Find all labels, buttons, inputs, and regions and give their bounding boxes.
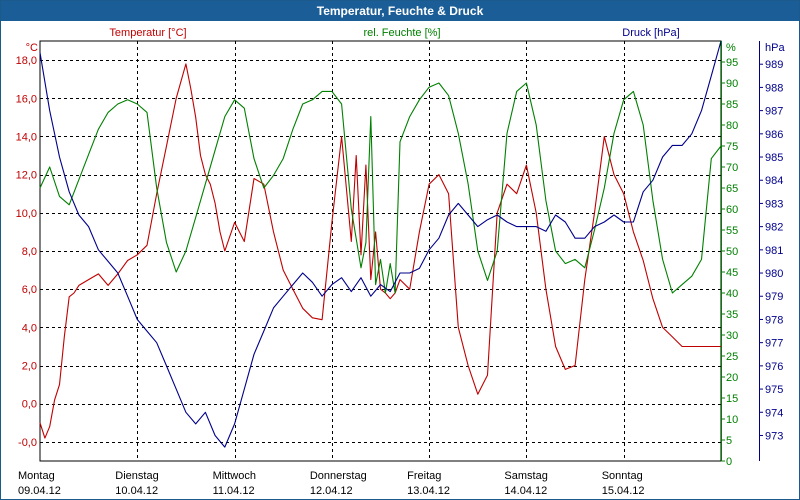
pressure-tick-label: 975 bbox=[765, 384, 783, 396]
pressure-tick-label: 986 bbox=[765, 129, 783, 141]
humidity-tick-label: 85 bbox=[726, 99, 738, 111]
humidity-tick-label: 10 bbox=[726, 414, 738, 426]
x-tick-date: 14.04.12 bbox=[504, 485, 547, 497]
humidity-tick-label: 60 bbox=[726, 204, 738, 216]
x-tick-date: 09.04.12 bbox=[18, 485, 61, 497]
temp-tick-label: 6,0 bbox=[22, 284, 37, 296]
temp-tick-label: 16,0 bbox=[16, 93, 37, 105]
humidity-tick-label: 5 bbox=[726, 435, 732, 447]
humidity-tick-label: 30 bbox=[726, 330, 738, 342]
pressure-tick-label: 979 bbox=[765, 291, 783, 303]
pressure-unit-label: hPa bbox=[765, 42, 785, 54]
humidity-tick-label: 20 bbox=[726, 372, 738, 384]
temp-tick-label: 4,0 bbox=[22, 322, 37, 334]
pressure-tick-label: 978 bbox=[765, 314, 783, 326]
humidity-tick-label: 35 bbox=[726, 309, 738, 321]
x-tick-date: 11.04.12 bbox=[213, 485, 255, 497]
x-tick-date: 15.04.12 bbox=[602, 485, 645, 497]
series-line-humidity bbox=[39, 82, 722, 294]
temp-tick-label: 12,0 bbox=[16, 170, 37, 182]
pressure-tick-label: 973 bbox=[765, 430, 783, 442]
temp-tick-label: 0,0 bbox=[22, 399, 37, 411]
temp-tick-label: 10,0 bbox=[16, 208, 37, 220]
temp-tick-label: -0,0 bbox=[18, 437, 37, 449]
x-tick-day: Samstag bbox=[504, 470, 547, 482]
pressure-tick-label: 988 bbox=[765, 82, 783, 94]
temp-tick-label: 18,0 bbox=[16, 55, 37, 67]
humidity-tick-label: 15 bbox=[726, 393, 738, 405]
pressure-tick-label: 985 bbox=[765, 152, 783, 164]
temp-tick-label: 2,0 bbox=[22, 361, 37, 373]
temp-tick-label: 8,0 bbox=[22, 246, 37, 258]
pressure-tick-label: 983 bbox=[765, 198, 783, 210]
humidity-tick-label: 90 bbox=[726, 78, 738, 90]
humidity-tick-label: 50 bbox=[726, 246, 738, 258]
pressure-tick-label: 980 bbox=[765, 268, 783, 280]
x-tick-day: Sonntag bbox=[602, 470, 643, 482]
pressure-tick-label: 981 bbox=[765, 245, 783, 257]
x-tick-day: Mittwoch bbox=[213, 470, 256, 482]
x-tick-date: 13.04.12 bbox=[407, 485, 450, 497]
humidity-tick-label: 95 bbox=[726, 57, 738, 69]
humidity-unit-label: % bbox=[726, 42, 736, 54]
humidity-tick-label: 70 bbox=[726, 162, 738, 174]
pressure-tick-label: 976 bbox=[765, 361, 783, 373]
pressure-tick-label: 982 bbox=[765, 222, 783, 234]
x-tick-date: 10.04.12 bbox=[115, 485, 158, 497]
humidity-tick-label: 25 bbox=[726, 351, 738, 363]
chart-title: Temperatur, Feuchte & Druck bbox=[1, 1, 799, 21]
humidity-tick-label: 75 bbox=[726, 141, 738, 153]
temperature-axis-title: Temperatur [°C] bbox=[109, 27, 186, 39]
humidity-tick-label: 45 bbox=[726, 267, 738, 279]
series-line-pressure bbox=[39, 40, 722, 448]
humidity-tick-label: 0 bbox=[726, 456, 732, 468]
x-tick-day: Montag bbox=[18, 470, 55, 482]
temp-unit-label: °C bbox=[26, 42, 38, 54]
humidity-tick-label: 55 bbox=[726, 225, 738, 237]
pressure-tick-label: 984 bbox=[765, 175, 783, 187]
x-tick-day: Donnerstag bbox=[310, 470, 367, 482]
series-line-temperature bbox=[39, 63, 721, 439]
humidity-tick-label: 80 bbox=[726, 120, 738, 132]
pressure-tick-label: 989 bbox=[765, 59, 783, 71]
x-tick-day: Dienstag bbox=[115, 470, 158, 482]
pressure-tick-label: 977 bbox=[765, 338, 783, 350]
pressure-axis-title: Druck [hPa] bbox=[622, 27, 679, 39]
temp-tick-label: 14,0 bbox=[16, 131, 37, 143]
humidity-tick-label: 40 bbox=[726, 288, 738, 300]
x-tick-day: Freitag bbox=[407, 470, 441, 482]
x-tick-date: 12.04.12 bbox=[310, 485, 353, 497]
humidity-axis-title: rel. Feuchte [%] bbox=[363, 27, 440, 39]
humidity-tick-label: 65 bbox=[726, 183, 738, 195]
pressure-tick-label: 974 bbox=[765, 407, 783, 419]
pressure-tick-label: 987 bbox=[765, 106, 783, 118]
